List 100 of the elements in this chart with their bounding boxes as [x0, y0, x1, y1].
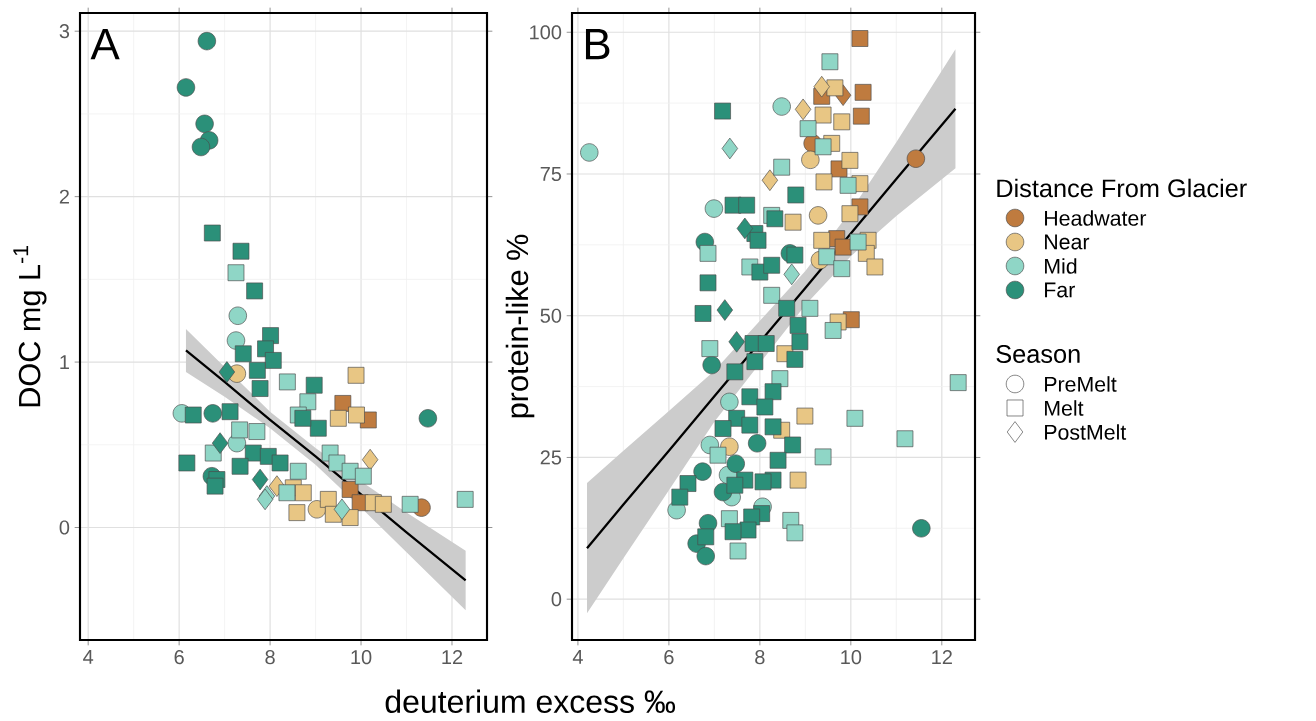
y-tick-label: 50 [540, 308, 562, 323]
y-tick-label: 0 [59, 520, 70, 535]
legend-label: Headwater [1045, 210, 1147, 226]
point [294, 409, 312, 427]
point [374, 496, 392, 513]
point [249, 362, 266, 379]
legend-label: Melt [1045, 400, 1084, 416]
point [741, 388, 759, 406]
point [671, 488, 689, 506]
legend-label: Mid [1045, 258, 1077, 274]
point [818, 248, 836, 266]
point [949, 374, 967, 391]
point [580, 143, 599, 162]
x-tick-label: 8 [755, 650, 765, 665]
point [288, 504, 306, 521]
x-tick-label: 6 [664, 650, 674, 665]
point [227, 264, 245, 282]
text: Season [996, 345, 1080, 363]
point [256, 488, 274, 511]
point [305, 376, 323, 394]
point [738, 196, 756, 214]
point [766, 210, 784, 228]
point [851, 30, 869, 47]
x-tick-label: 6 [174, 650, 184, 665]
point [786, 351, 804, 368]
point [206, 477, 224, 495]
point [354, 467, 372, 485]
point [348, 406, 365, 424]
point [815, 173, 833, 191]
point [251, 380, 269, 397]
point [839, 176, 857, 194]
point [178, 454, 196, 472]
point [709, 446, 727, 464]
point [362, 448, 379, 471]
point [786, 524, 804, 542]
point [234, 345, 252, 363]
y-axis-title: protein-like % [505, 234, 535, 418]
point [773, 158, 791, 176]
point [699, 274, 717, 292]
point [248, 423, 266, 440]
point [697, 528, 715, 546]
x-tick-label: 10 [841, 650, 862, 665]
point [228, 306, 247, 325]
point [834, 238, 852, 256]
x-axis-title: deuterium excess ‰ [385, 689, 676, 714]
point [761, 169, 779, 191]
chart-title: A [90, 28, 120, 60]
point [763, 286, 781, 304]
point [787, 186, 805, 204]
point [754, 473, 772, 491]
point [808, 206, 828, 225]
point [906, 149, 926, 168]
point [714, 420, 732, 437]
point [226, 331, 246, 350]
point [203, 404, 222, 423]
point [726, 454, 745, 473]
point [783, 263, 800, 286]
y-tick-label: 100 [530, 25, 562, 40]
point [726, 363, 744, 381]
x-tick-label: 8 [265, 650, 275, 665]
point [813, 75, 830, 98]
legend-label: PreMelt [1045, 376, 1117, 392]
point [786, 246, 804, 264]
point [791, 333, 809, 351]
point [784, 436, 801, 454]
point [756, 398, 774, 416]
point [195, 114, 214, 133]
point [841, 205, 859, 223]
point [721, 137, 738, 160]
point [799, 120, 817, 137]
point [309, 419, 327, 437]
point [347, 366, 365, 384]
point [197, 31, 217, 51]
y-tick-label: 0 [551, 592, 562, 607]
point [244, 444, 262, 462]
y-tick-label: 1 [60, 355, 69, 369]
legend-label: Near [1045, 234, 1090, 250]
x-tick-label: 12 [442, 650, 463, 665]
point [736, 217, 753, 240]
point [757, 335, 775, 352]
y-tick-label: 3 [59, 24, 70, 39]
x-tick-label: 10 [351, 650, 372, 665]
point [231, 421, 248, 439]
point [701, 340, 719, 357]
point [846, 409, 864, 427]
point [746, 353, 764, 370]
x-tick-label: 12 [932, 650, 952, 665]
point [772, 97, 791, 116]
point [794, 98, 812, 121]
legend-label: PostMelt [1045, 424, 1127, 440]
point [278, 484, 296, 502]
point [824, 322, 842, 339]
point [778, 300, 796, 317]
y-tick-label: 25 [540, 450, 562, 465]
y-axis-title: DOC mg L$^{-1}$ [13, 245, 47, 407]
point [204, 224, 221, 242]
point [218, 361, 236, 383]
point [896, 430, 914, 448]
y-tick-label: 75 [540, 167, 562, 181]
point [714, 102, 731, 120]
